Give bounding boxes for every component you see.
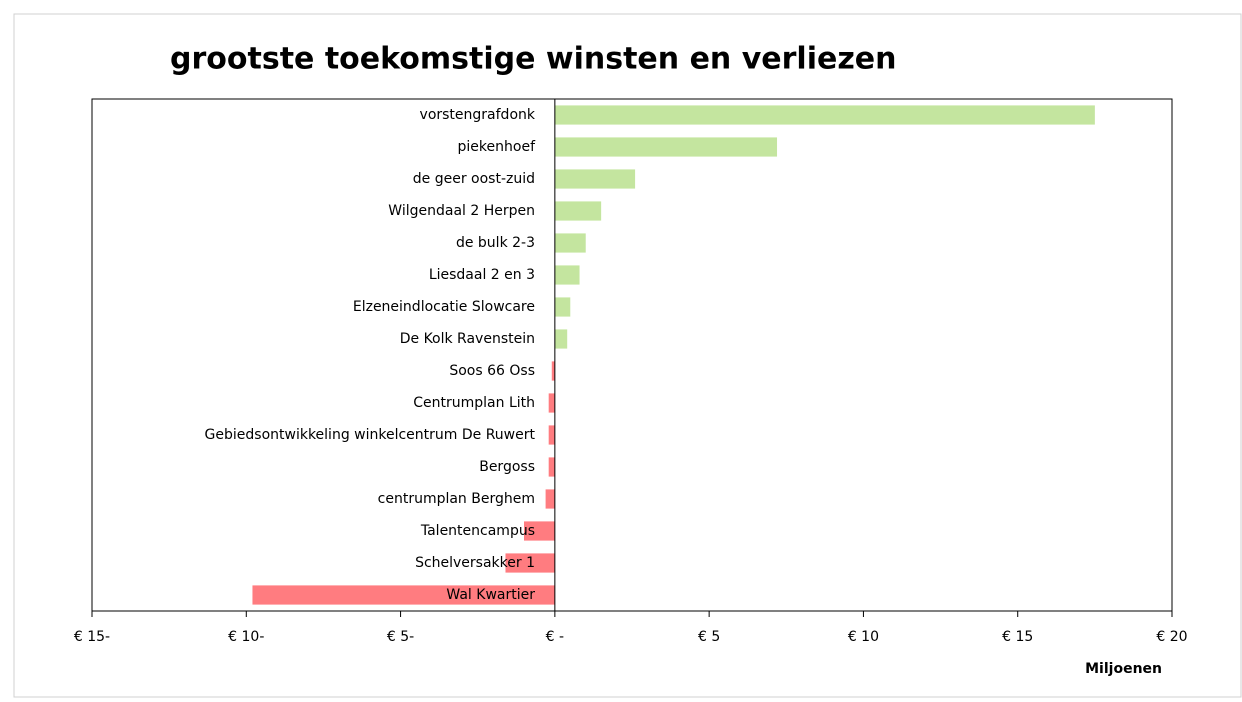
- category-label: centrumplan Berghem: [378, 491, 535, 507]
- bar: [554, 297, 571, 317]
- bar: [554, 265, 580, 285]
- bar: [524, 521, 555, 541]
- x-tick-label: € 5-: [387, 629, 414, 645]
- chart-title: grootste toekomstige winsten en verlieze…: [170, 42, 897, 77]
- bar: [252, 585, 555, 605]
- category-label: Soos 66 Oss: [449, 363, 535, 379]
- category-label: Wilgendaal 2 Herpen: [388, 203, 535, 219]
- bar: [545, 489, 555, 509]
- x-tick-label: € 5: [698, 629, 720, 645]
- category-label: Wal Kwartier: [446, 587, 535, 603]
- category-label: de geer oost-zuid: [413, 171, 535, 187]
- category-label: De Kolk Ravenstein: [400, 331, 535, 347]
- bar: [554, 137, 778, 157]
- bar: [554, 105, 1095, 125]
- chart-border: [13, 13, 1242, 698]
- category-label: Centrumplan Lith: [413, 395, 535, 411]
- bar: [554, 201, 602, 221]
- x-axis-label: Miljoenen: [1085, 661, 1162, 677]
- category-label: Schelversakker 1: [415, 555, 535, 571]
- category-label: piekenhoef: [458, 139, 537, 155]
- plot-area: [91, 98, 1173, 612]
- bar: [554, 233, 586, 253]
- x-tick-label: € 15-: [74, 629, 110, 645]
- x-tick-label: € 15: [1002, 629, 1033, 645]
- bar: [551, 361, 555, 381]
- category-label: Liesdaal 2 en 3: [429, 267, 535, 283]
- x-tick-label: € 10: [848, 629, 879, 645]
- bar: [554, 329, 568, 349]
- category-label: de bulk 2-3: [456, 235, 535, 251]
- category-label: Gebiedsontwikkeling winkelcentrum De Ruw…: [205, 427, 536, 443]
- bar: [548, 393, 555, 413]
- x-tick-label: € 20: [1156, 629, 1187, 645]
- bar: [554, 169, 636, 189]
- x-tick-label: € 10-: [228, 629, 264, 645]
- bar: [548, 425, 555, 445]
- x-tick-label: € -: [546, 629, 564, 645]
- category-label: Elzeneindlocatie Slowcare: [353, 299, 535, 315]
- category-label: Bergoss: [479, 459, 535, 475]
- bar: [548, 457, 555, 477]
- bar: [505, 553, 555, 573]
- category-label: vorstengrafdonk: [420, 107, 536, 123]
- category-label: Talentencampus: [420, 523, 535, 539]
